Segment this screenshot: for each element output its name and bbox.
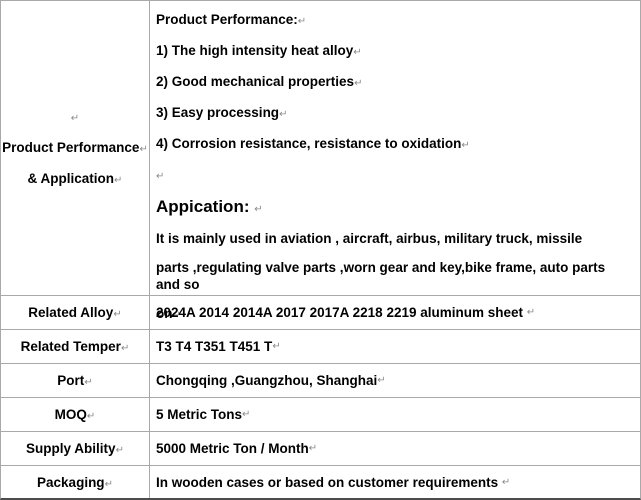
spec-value-cell: 2024A 2014 2014A 2017 2017A 2218 2219 al…	[150, 296, 640, 329]
label-text: Related Alloy	[28, 305, 114, 320]
label-text: Product Performance	[2, 139, 140, 155]
line-text: 3) Easy processing	[156, 105, 280, 120]
spec-label-cell: Supply Ability↵	[1, 432, 150, 465]
paragraph-mark: ↵	[156, 171, 165, 182]
paragraph-mark: ↵	[104, 478, 113, 490]
spec-label: Packaging↵	[37, 475, 113, 490]
line-text: 2) Good mechanical properties	[156, 74, 355, 89]
label-text: Supply Ability	[26, 441, 116, 456]
label-text: & Application	[27, 170, 115, 186]
paragraph-mark: ↵	[461, 140, 470, 151]
application-body-line-2: parts ,regulating valve parts ,worn gear…	[156, 259, 632, 293]
line-text: 4) Corrosion resistance, resistance to o…	[156, 136, 462, 151]
label-line: & Application↵	[28, 164, 123, 195]
label-text: Packaging	[37, 474, 105, 490]
line-text: parts ,regulating valve parts ,worn gear…	[156, 260, 609, 292]
value-text: In wooden cases or based on customer req…	[156, 474, 502, 490]
line-text: Product Performance:	[156, 12, 298, 27]
paragraph-mark: ↵	[297, 16, 307, 27]
performance-title: Product Performance:↵	[156, 11, 632, 30]
application-body-line-1: It is mainly used in aviation , aircraft…	[156, 230, 632, 247]
performance-item-4: 4) Corrosion resistance, resistance to o…	[156, 135, 632, 154]
label-text: Port	[57, 373, 85, 388]
application-title: Appication: ↵	[156, 197, 632, 219]
paragraph-mark: ↵	[501, 476, 511, 488]
product-performance-label-cell: ↵ Product Performance↵ & Application↵	[1, 1, 150, 295]
spec-row-supply-ability: Supply Ability↵ 5000 Metric Ton / Month ↵	[1, 432, 640, 466]
value-text: 5 Metric Tons	[156, 407, 243, 422]
spec-row-related-temper: Related Temper↵ T3 T4 T351 T451 T ↵	[1, 330, 640, 364]
spec-value-cell: In wooden cases or based on customer req…	[150, 466, 640, 498]
label-line: Product Performance↵	[2, 133, 148, 164]
spec-value-cell: 5 Metric Tons ↵	[150, 398, 640, 431]
paragraph-mark: ↵	[172, 310, 181, 321]
paragraph-mark: ↵	[84, 377, 93, 388]
paragraph-mark: ↵	[272, 341, 281, 352]
performance-item-1: 1) The high intensity heat alloy↵	[156, 42, 632, 61]
paragraph-mark: ↵	[377, 375, 386, 386]
spec-label: Related Alloy↵	[28, 305, 121, 320]
empty-paragraph: ↵	[156, 166, 632, 185]
paragraph-mark: ↵	[254, 204, 263, 215]
spec-label-cell: Related Temper↵	[1, 330, 150, 363]
line-text: It is mainly used in aviation , aircraft…	[156, 231, 583, 246]
spec-value-cell: Chongqing ,Guangzhou, Shanghai ↵	[150, 364, 640, 397]
paragraph-mark: ↵	[279, 109, 288, 120]
paragraph-mark: ↵	[353, 47, 362, 58]
row-product-performance: ↵ Product Performance↵ & Application↵ Pr…	[1, 1, 640, 321]
spec-value-cell: 5000 Metric Ton / Month ↵	[150, 432, 640, 465]
application-body-line-3: on↵	[156, 305, 632, 324]
paragraph-mark: ↵	[115, 445, 124, 456]
spec-label: MOQ↵	[55, 407, 96, 422]
spec-label: Port↵	[57, 373, 92, 388]
spec-row-port: Port↵ Chongqing ,Guangzhou, Shanghai ↵	[1, 364, 640, 398]
line-text: 1) The high intensity heat alloy	[156, 43, 354, 58]
paragraph-mark: ↵	[70, 112, 80, 124]
paragraph-mark: ↵	[308, 443, 318, 454]
paragraph-mark: ↵	[114, 174, 123, 186]
spec-label-cell: MOQ↵	[1, 398, 150, 431]
line-text: Appication:	[156, 197, 255, 216]
spec-value-cell: T3 T4 T351 T451 T ↵	[150, 330, 640, 363]
paragraph-mark: ↵	[354, 78, 363, 89]
spec-row-packaging: Packaging↵ In wooden cases or based on c…	[1, 466, 640, 498]
paragraph-mark: ↵	[242, 409, 251, 420]
spec-row-moq: MOQ↵ 5 Metric Tons ↵	[1, 398, 640, 432]
paragraph-mark: ↵	[86, 411, 96, 422]
spec-label-cell: Related Alloy↵	[1, 296, 150, 329]
spec-row-related-alloy: Related Alloy↵ 2024A 2014 2014A 2017 201…	[1, 296, 640, 330]
spec-label-cell: Packaging↵	[1, 466, 150, 498]
paragraph-mark: ↵	[113, 309, 122, 320]
performance-item-2: 2) Good mechanical properties↵	[156, 73, 632, 92]
label-text: Related Temper	[20, 339, 121, 354]
value-text: Chongqing ,Guangzhou, Shanghai	[156, 373, 378, 388]
spec-label: Related Temper↵	[21, 339, 130, 354]
product-performance-value-cell: Product Performance:↵ 1) The high intens…	[150, 1, 640, 321]
empty-paragraph: ↵	[71, 102, 79, 133]
paragraph-mark: ↵	[139, 143, 148, 155]
line-text: on	[156, 306, 173, 321]
spec-label-cell: Port↵	[1, 364, 150, 397]
value-text: T3 T4 T351 T451 T	[156, 339, 273, 354]
paragraph-mark: ↵	[526, 307, 536, 318]
value-text: 5000 Metric Ton / Month	[156, 441, 309, 456]
paragraph-mark: ↵	[120, 343, 130, 354]
value-text: 2024A 2014 2014A 2017 2017A 2218 2219 al…	[156, 305, 527, 320]
spec-label: Supply Ability↵	[26, 441, 124, 456]
label-text: MOQ	[54, 407, 87, 422]
performance-item-3: 3) Easy processing↵	[156, 104, 632, 123]
